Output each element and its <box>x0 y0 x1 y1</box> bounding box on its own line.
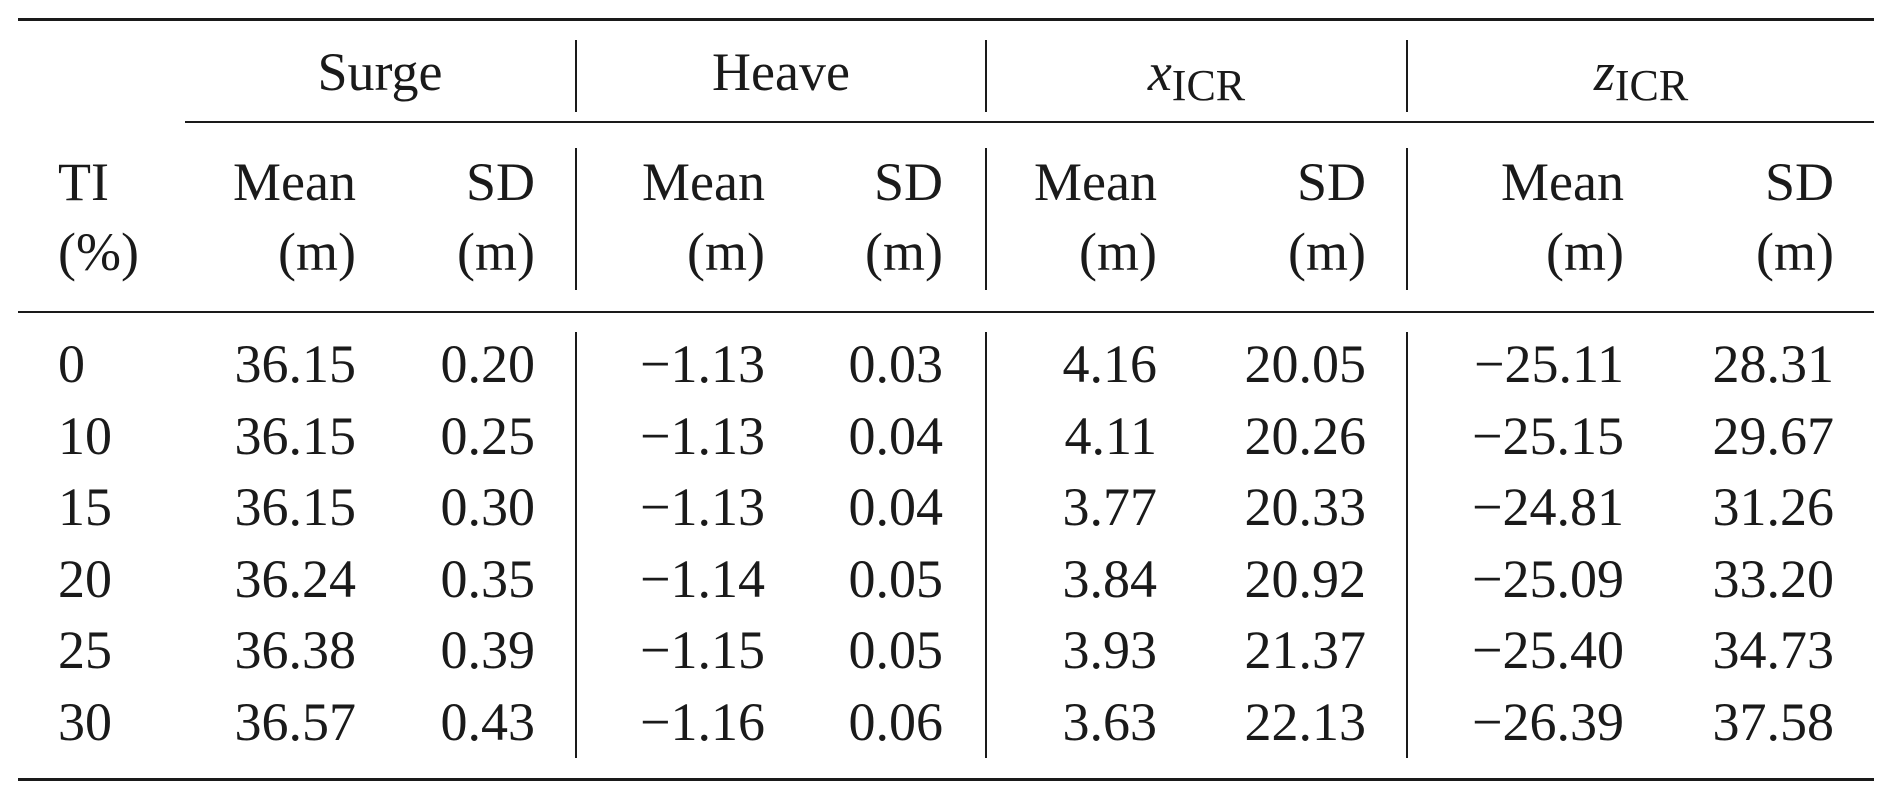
ti-cell: 0 <box>58 334 85 394</box>
value-cell: 36.57 <box>234 691 357 752</box>
group-separator <box>1406 332 1408 758</box>
value-cell: 37.58 <box>1712 691 1835 752</box>
value-cell: 0.03 <box>848 334 944 394</box>
subheader-line1: SD <box>1296 152 1366 212</box>
group-header-rule <box>185 121 1874 123</box>
bottom-rule <box>18 778 1874 781</box>
value-cell: 3.77 <box>1062 477 1158 537</box>
value-cell: −1.16 <box>640 691 765 752</box>
value-cell: 33.20 <box>1712 548 1835 609</box>
value-cell: 34.73 <box>1712 620 1835 680</box>
value-cell: 0.04 <box>848 405 944 466</box>
group-header-heave: Heave <box>712 42 850 102</box>
value-cell: 28.31 <box>1712 334 1835 394</box>
subheader-line2: (m) <box>457 222 535 282</box>
value-cell: −1.13 <box>640 477 765 537</box>
value-cell: 36.24 <box>234 548 357 609</box>
value-cell: 20.05 <box>1244 334 1367 394</box>
value-cell: 31.26 <box>1712 477 1835 537</box>
group-separator <box>985 148 987 290</box>
subheader-line1: Mean <box>1501 152 1624 212</box>
group-separator <box>985 40 987 112</box>
value-cell: 0.35 <box>440 548 536 609</box>
value-cell: 36.15 <box>234 334 357 394</box>
subheader-line1: SD <box>873 152 943 212</box>
ti-cell: 30 <box>58 691 112 752</box>
value-cell: 0.39 <box>440 620 536 680</box>
group-header-surge: Surge <box>317 42 443 102</box>
value-cell: −24.81 <box>1472 477 1624 537</box>
subheader-line2: (m) <box>1288 222 1366 282</box>
value-cell: 3.93 <box>1062 620 1158 680</box>
value-cell: 20.33 <box>1244 477 1367 537</box>
value-cell: 36.38 <box>234 620 357 680</box>
subheader-line2: (m) <box>1079 222 1157 282</box>
value-cell: 36.15 <box>234 477 357 537</box>
value-cell: 0.43 <box>440 691 536 752</box>
value-cell: 0.05 <box>848 620 944 680</box>
group-separator <box>985 332 987 758</box>
subheader-line2: (m) <box>278 222 356 282</box>
group-separator <box>575 40 577 112</box>
ti-header-line1: TI <box>58 152 109 212</box>
value-cell: 20.26 <box>1244 405 1367 466</box>
value-cell: 29.67 <box>1712 405 1835 466</box>
value-cell: 4.16 <box>1062 334 1158 394</box>
group-separator <box>575 148 577 290</box>
group-separator <box>575 332 577 758</box>
value-cell: −1.14 <box>640 548 765 609</box>
group-header-x-icr: xICR <box>1147 42 1246 110</box>
subheader-line2: (m) <box>1756 222 1834 282</box>
value-cell: −1.15 <box>640 620 765 680</box>
subheader-line1: SD <box>1764 152 1834 212</box>
ti-cell: 15 <box>58 477 112 537</box>
group-header-z-icr: zICR <box>1593 42 1689 110</box>
ti-header-line2: (%) <box>58 222 139 282</box>
group-separator <box>1406 148 1408 290</box>
top-rule <box>18 18 1874 21</box>
value-cell: 0.04 <box>848 477 944 537</box>
value-cell: −1.13 <box>640 405 765 466</box>
value-cell: 0.05 <box>848 548 944 609</box>
value-cell: 36.15 <box>234 405 357 466</box>
value-cell: 0.20 <box>440 334 536 394</box>
ti-cell: 10 <box>58 405 112 466</box>
value-cell: −25.09 <box>1472 548 1624 609</box>
value-cell: 0.30 <box>440 477 536 537</box>
header-rule <box>18 311 1874 313</box>
value-cell: −25.40 <box>1472 620 1624 680</box>
ti-cell: 20 <box>58 548 112 609</box>
value-cell: −1.13 <box>640 334 765 394</box>
subheader-line1: Mean <box>1034 152 1157 212</box>
value-cell: 4.11 <box>1064 405 1158 466</box>
subheader-line2: (m) <box>687 222 765 282</box>
value-cell: 0.25 <box>440 405 536 466</box>
subheader-line1: Mean <box>233 152 356 212</box>
subheader-line2: (m) <box>865 222 943 282</box>
value-cell: 21.37 <box>1244 620 1367 680</box>
subheader-line1: Mean <box>642 152 765 212</box>
value-cell: −25.15 <box>1472 405 1624 466</box>
ti-cell: 25 <box>58 620 112 680</box>
value-cell: 20.92 <box>1244 548 1367 609</box>
value-cell: 22.13 <box>1244 691 1367 752</box>
subheader-line1: SD <box>465 152 535 212</box>
value-cell: −25.11 <box>1474 334 1624 394</box>
subheader-line2: (m) <box>1546 222 1624 282</box>
value-cell: 3.84 <box>1062 548 1158 609</box>
value-cell: 0.06 <box>848 691 944 752</box>
value-cell: −26.39 <box>1472 691 1624 752</box>
group-separator <box>1406 40 1408 112</box>
value-cell: 3.63 <box>1062 691 1158 752</box>
